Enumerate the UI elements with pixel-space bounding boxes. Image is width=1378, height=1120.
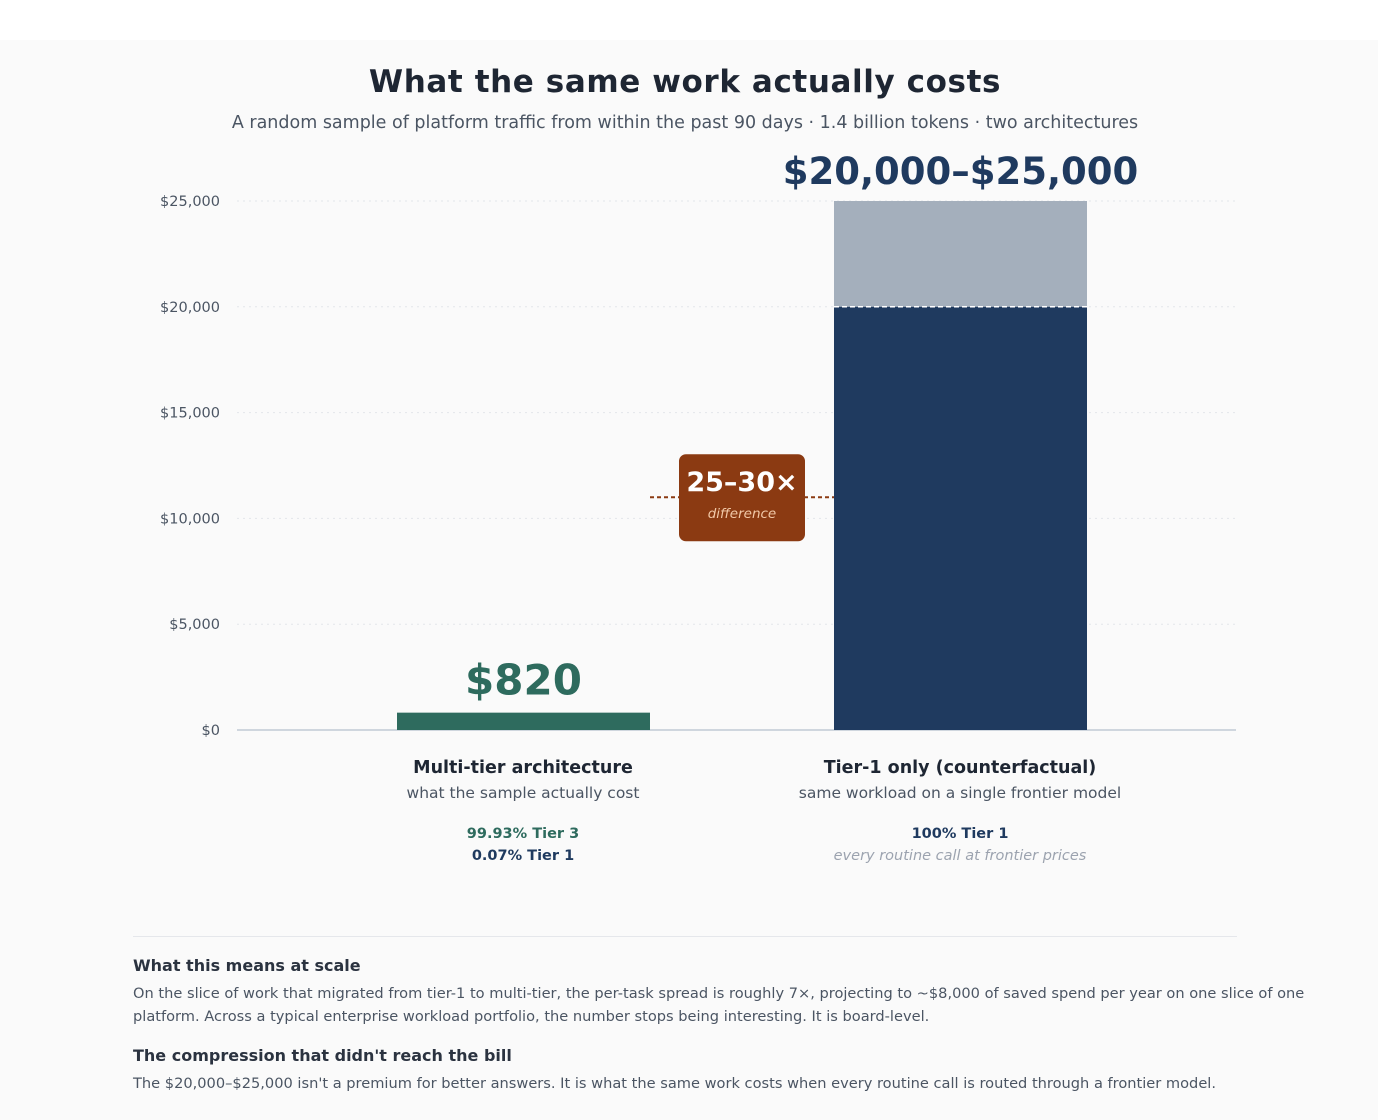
chart-panel [0, 40, 1378, 1120]
y-tick-label: $25,000 [160, 194, 220, 210]
bar-tier1-only [834, 306, 1087, 730]
y-tick-label: $10,000 [160, 511, 220, 527]
tier-mix-primary: 99.93% Tier 3 [466, 826, 580, 842]
y-tick-label: $0 [202, 723, 220, 739]
y-tick-label: $20,000 [160, 300, 220, 316]
bar-range-upper [834, 201, 1087, 307]
difference-value: 25–30× [686, 467, 797, 498]
y-tick-label: $15,000 [160, 406, 220, 422]
x-label-tier1-only: Tier-1 only (counterfactual) same worklo… [750, 758, 1170, 864]
cost-bar-chart: $0 $5,000 $10,000 $15,000 $20,000 $25,000 $820… [160, 150, 1236, 739]
note-heading-compression: The compression that didn't reach the bi… [133, 1046, 512, 1065]
category-description: what the sample actually cost [406, 784, 640, 802]
chart-title: What the same work actually costs [368, 64, 1002, 100]
note-text-scale: On the slice of work that migrated from … [133, 985, 1305, 1025]
category-label: Tier-1 only (counterfactual) [823, 758, 1097, 778]
category-description: same workload on a single frontier model [798, 784, 1122, 802]
tier-mix-note: every routine call at frontier prices [833, 848, 1087, 864]
bar-multi-tier [397, 712, 650, 730]
x-label-multi-tier: Multi-tier architecture what the sample … [313, 758, 733, 864]
note-heading-scale: What this means at scale [133, 956, 361, 975]
note-text-compression: The $20,000–$25,000 isn't a premium for … [133, 1075, 1216, 1092]
y-tick-label: $5,000 [169, 617, 220, 633]
tier-mix-secondary: 0.07% Tier 1 [471, 848, 575, 864]
difference-label: difference [708, 506, 777, 522]
difference-badge [679, 454, 805, 542]
section-divider [133, 936, 1237, 937]
bar-value-label: $20,000–$25,000 [783, 150, 1139, 193]
chart-subtitle: A random sample of platform traffic from… [231, 113, 1139, 133]
category-label: Multi-tier architecture [413, 758, 633, 778]
tier-mix-primary: 100% Tier 1 [911, 826, 1009, 842]
bar-value-label: $820 [465, 656, 582, 705]
